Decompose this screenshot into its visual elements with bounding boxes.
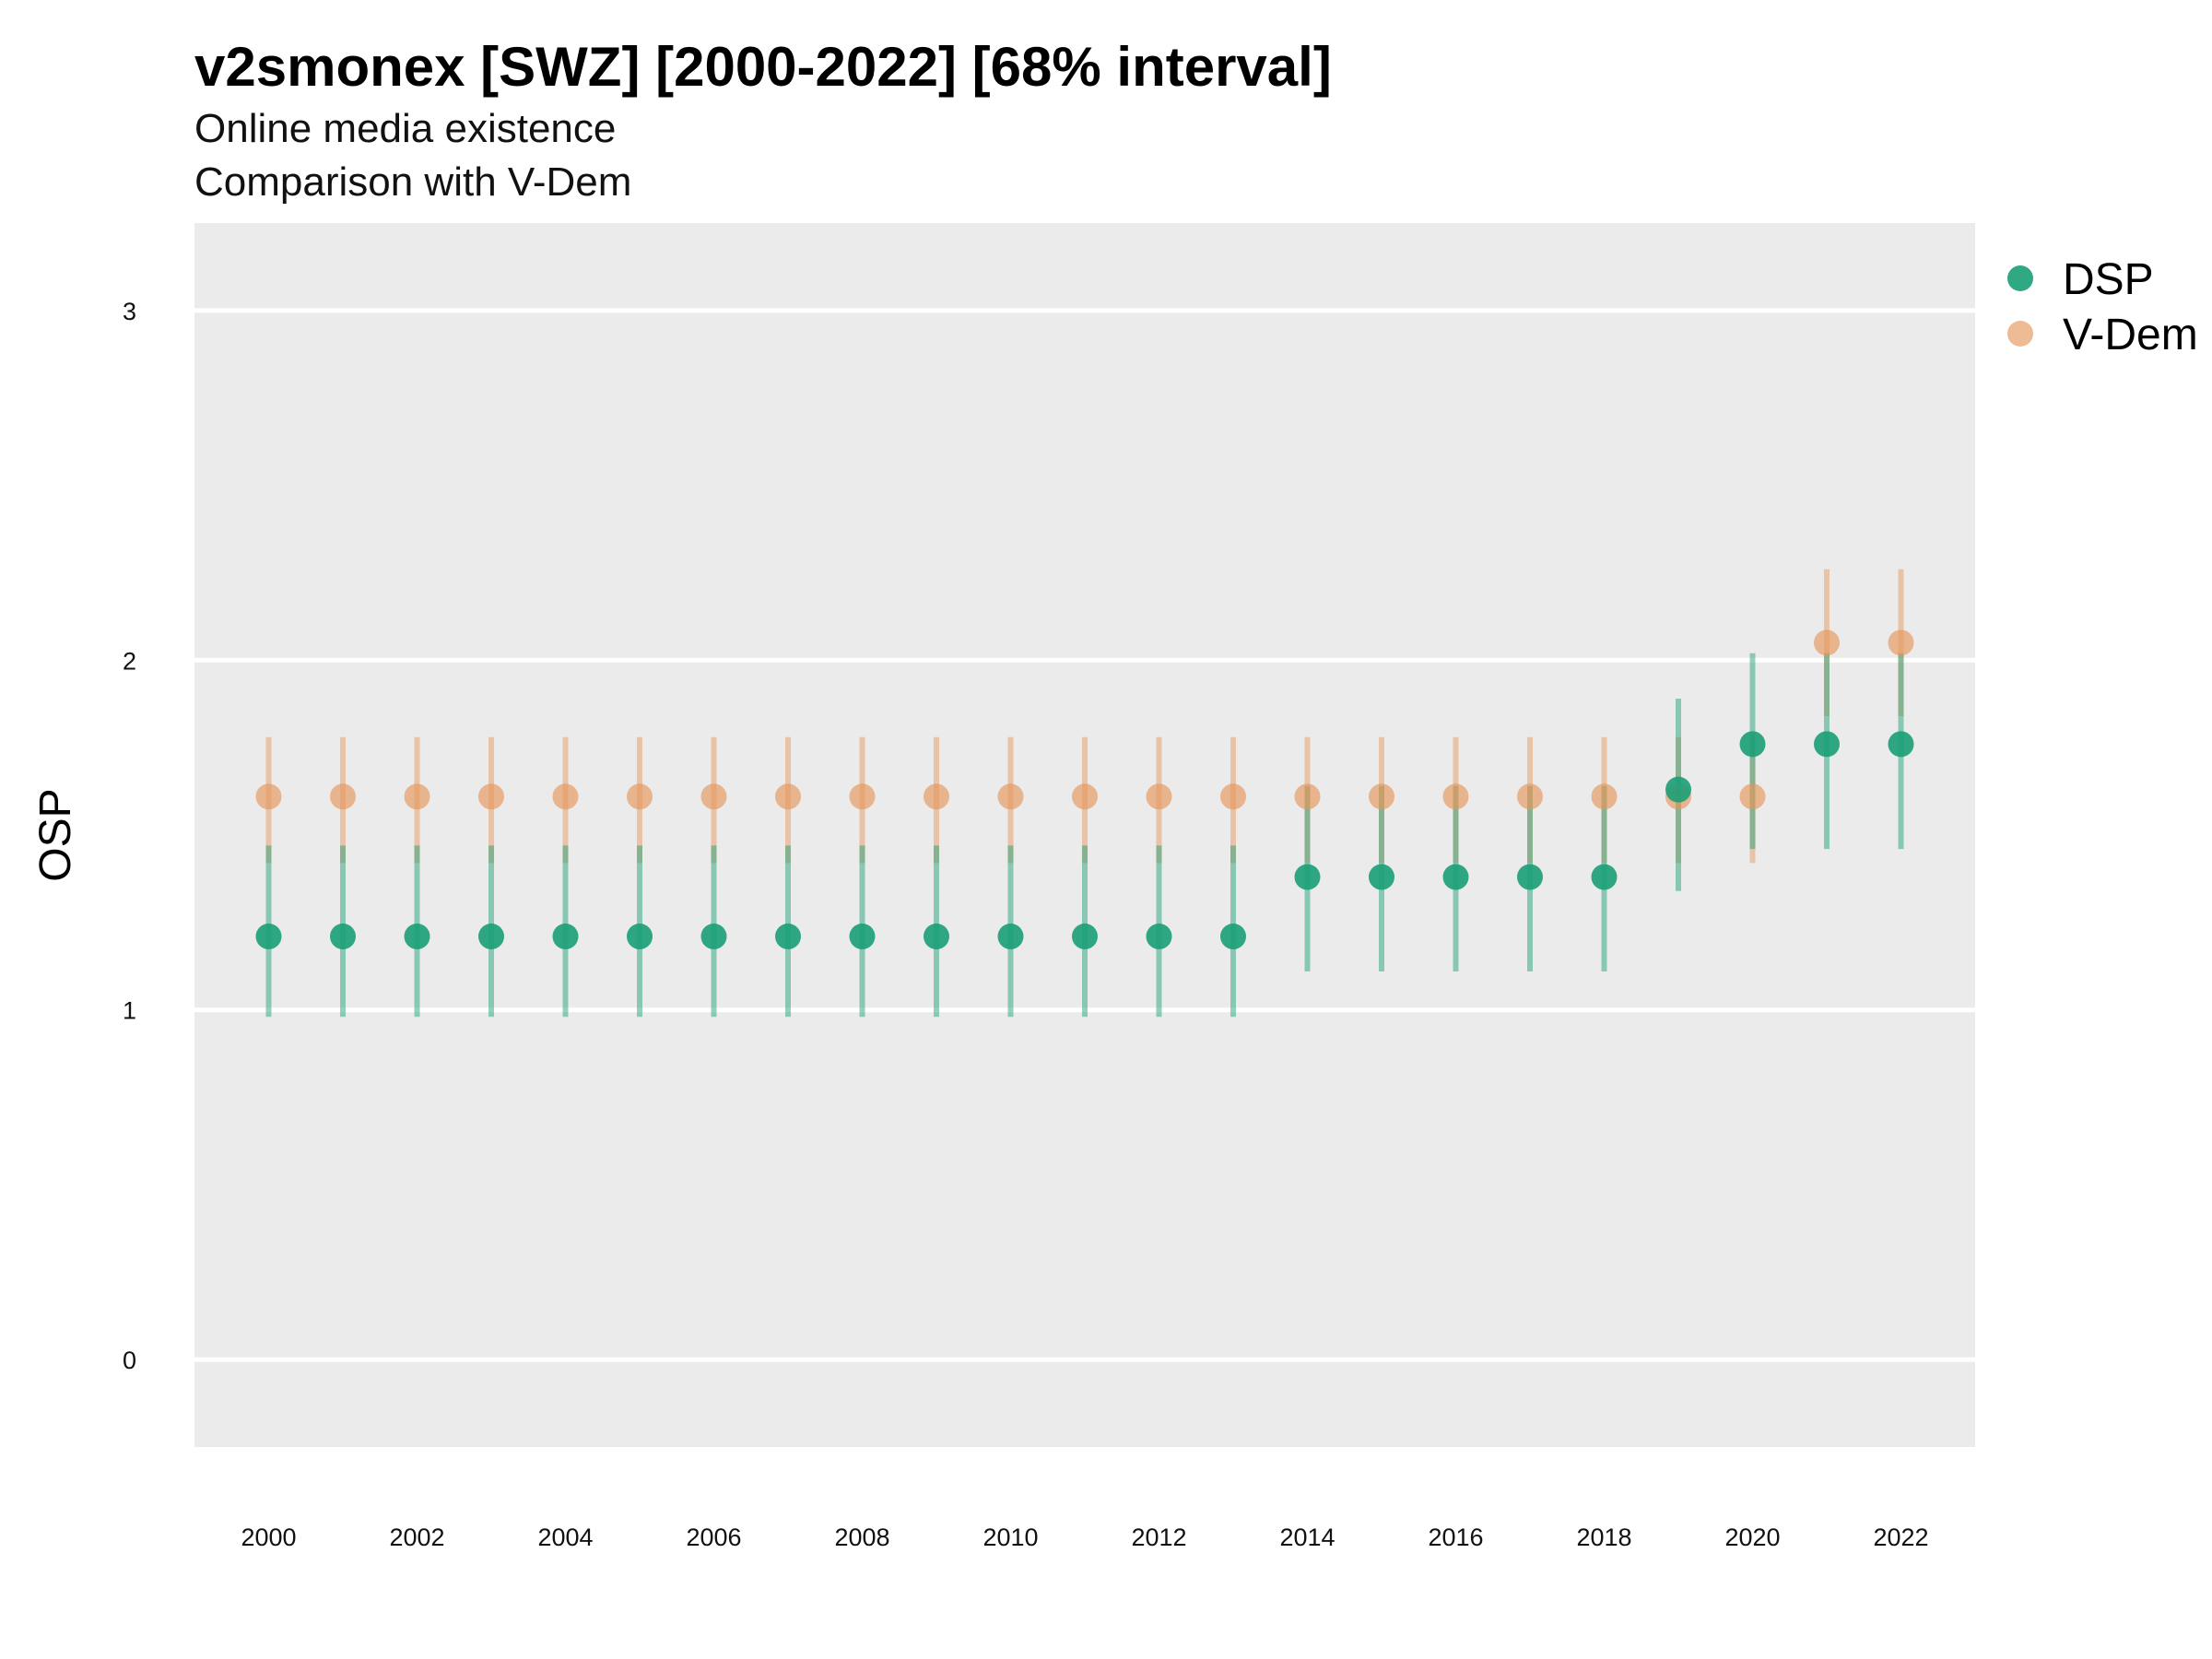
legend-dsp-label: DSP: [2063, 255, 2154, 304]
dsp-point: [1739, 731, 1766, 758]
legend-vdem-swatch: [2007, 321, 2033, 347]
dsp-point: [1294, 864, 1321, 890]
dsp-point: [1146, 924, 1172, 950]
vdem-point: [1814, 629, 1840, 656]
dsp-point: [700, 924, 727, 950]
dsp-point: [849, 924, 876, 950]
dsp-point: [1665, 776, 1691, 803]
x-tick-label: 2012: [1131, 1524, 1186, 1551]
legend-vdem-label: V-Dem: [2063, 311, 2198, 359]
vdem-point: [849, 783, 876, 810]
dsp-point: [1220, 924, 1246, 950]
vdem-point: [1888, 629, 1914, 656]
chart-title: v2smonex [SWZ] [2000-2022] [68% interval…: [194, 36, 1332, 98]
dsp-point: [404, 924, 430, 950]
x-tick-label: 2016: [1428, 1524, 1483, 1551]
y-axis-title: OSP: [31, 788, 80, 881]
dsp-point: [1517, 864, 1543, 890]
x-tick-label: 2006: [686, 1524, 741, 1551]
vdem-point: [1739, 783, 1766, 810]
data-marks: [255, 569, 1914, 1018]
vdem-point: [627, 783, 653, 810]
gridlines: [194, 308, 1975, 1362]
y-tick-label: 3: [123, 298, 136, 325]
x-tick-label: 2022: [1873, 1524, 1928, 1551]
vdem-point: [330, 783, 356, 810]
vdem-point: [255, 783, 282, 810]
dsp-point: [924, 924, 949, 950]
dsp-point: [1072, 924, 1098, 950]
legend: DSP V-Dem: [2007, 255, 2198, 359]
x-tick-labels: 2000 2002 2004 2006 2008 2010 2012 2014 2016 2018…: [241, 1524, 1928, 1551]
x-tick-label: 2000: [241, 1524, 296, 1551]
dsp-point: [255, 924, 282, 950]
y-tick-label: 1: [123, 997, 136, 1025]
x-tick-label: 2010: [982, 1524, 1038, 1551]
x-tick-label: 2014: [1279, 1524, 1335, 1551]
vdem-point: [552, 783, 579, 810]
legend-dsp-swatch: [2007, 265, 2033, 291]
y-tick-label: 0: [123, 1347, 136, 1374]
y-tick-labels: 0 1 2 3: [123, 298, 136, 1374]
dsp-point: [1814, 731, 1840, 758]
plot-panel: [194, 223, 1975, 1447]
vdem-point: [924, 783, 949, 810]
dsp-point: [1888, 731, 1914, 758]
dsp-point: [330, 924, 356, 950]
vdem-point: [478, 783, 504, 810]
x-tick-label: 2002: [389, 1524, 444, 1551]
vdem-point: [1072, 783, 1098, 810]
vdem-point: [1369, 783, 1394, 810]
dsp-point: [997, 924, 1024, 950]
vdem-point: [404, 783, 430, 810]
vdem-point: [1294, 783, 1321, 810]
vdem-point: [775, 783, 801, 810]
vdem-point: [700, 783, 727, 810]
x-tick-label: 2004: [537, 1524, 593, 1551]
dsp-point: [552, 924, 579, 950]
dsp-point: [1369, 864, 1394, 890]
x-tick-label: 2020: [1724, 1524, 1780, 1551]
vdem-point: [1220, 783, 1246, 810]
x-tick-label: 2008: [834, 1524, 889, 1551]
vdem-point: [1442, 783, 1469, 810]
dsp-point: [1591, 864, 1618, 890]
vdem-point: [1591, 783, 1618, 810]
vdem-point: [1146, 783, 1172, 810]
x-tick-label: 2018: [1576, 1524, 1631, 1551]
y-tick-label: 2: [123, 647, 136, 675]
dsp-point: [775, 924, 801, 950]
chart-subtitle: Online media existence: [194, 106, 617, 151]
chart-subtitle-2: Comparison with V-Dem: [194, 159, 632, 205]
vdem-point: [997, 783, 1024, 810]
vdem-point: [1517, 783, 1543, 810]
dsp-point: [1442, 864, 1469, 890]
dsp-point: [627, 924, 653, 950]
dsp-point: [478, 924, 504, 950]
